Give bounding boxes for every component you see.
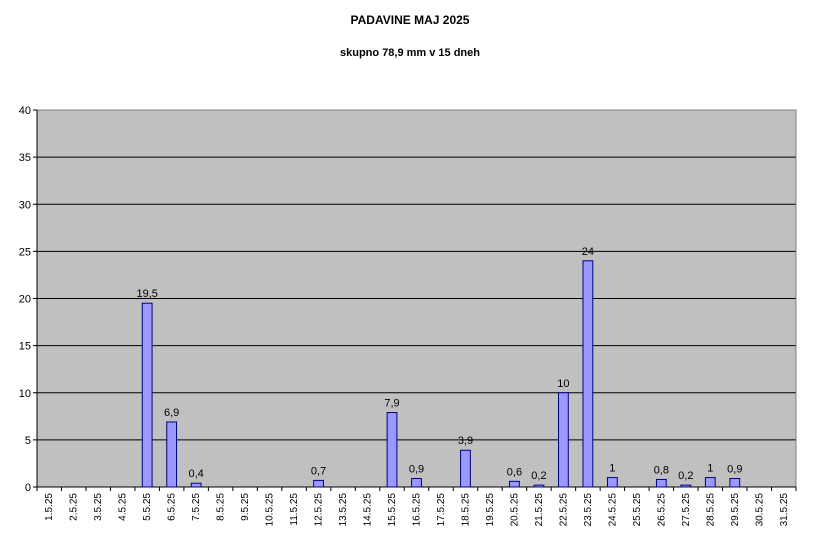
x-tick-label: 3.5.25 — [93, 493, 104, 521]
y-tick-label: 15 — [19, 341, 31, 353]
x-axis: 1.5.25 2.5.25 3.5.25 4.5.25 5.5.25 6.5.25 7.5.… — [36, 486, 797, 527]
x-tick-label: 28.5.25 — [705, 493, 716, 527]
bar — [386, 412, 398, 488]
x-tick-label: 2.5.25 — [69, 493, 80, 521]
x-tick-label: 31.5.25 — [779, 493, 790, 527]
data-label: 0,2 — [531, 470, 546, 482]
y-tick-label: 35 — [19, 152, 31, 164]
x-tick-label: 16.5.25 — [412, 493, 423, 527]
x-tick-label: 14.5.25 — [363, 493, 374, 527]
x-tick-label: 8.5.25 — [216, 493, 227, 521]
chart-subtitle: skupno 78,9 mm v 15 dneh — [340, 47, 480, 59]
x-tick-label: 27.5.25 — [681, 493, 692, 527]
y-tick-label: 25 — [19, 246, 31, 258]
y-tick-label: 0 — [25, 482, 31, 494]
x-tick-label: 29.5.25 — [730, 493, 741, 527]
x-tick-label: 6.5.25 — [167, 493, 178, 521]
data-label: 0,6 — [507, 466, 522, 478]
bars — [141, 260, 741, 488]
x-tick-label: 22.5.25 — [558, 493, 569, 527]
x-tick-label: 19.5.25 — [485, 493, 496, 527]
data-label: 10 — [557, 378, 569, 390]
data-label: 19,5 — [136, 288, 157, 300]
x-tick-label: 26.5.25 — [656, 493, 667, 527]
x-tick-label: 13.5.25 — [338, 493, 349, 527]
bar — [533, 484, 545, 488]
x-tick-label: 21.5.25 — [534, 493, 545, 527]
x-tick-label: 4.5.25 — [118, 493, 129, 521]
x-tick-label: 17.5.25 — [436, 493, 447, 527]
y-tick-label: 30 — [19, 199, 31, 211]
data-label: 24 — [582, 246, 594, 258]
bar — [509, 480, 520, 488]
bar — [558, 392, 569, 488]
data-label: 1 — [609, 463, 615, 475]
data-label: 0,9 — [727, 464, 742, 476]
bar — [313, 479, 324, 488]
x-tick-label: 9.5.25 — [240, 493, 251, 521]
x-tick-label: 7.5.25 — [191, 493, 202, 521]
x-tick-label: 15.5.25 — [387, 493, 398, 527]
bar — [729, 478, 741, 488]
data-labels: 19,5 6,9 0,4 0,7 7,9 0,9 3,9 0,6 0,2 10 24 1 0,8 0,2 1… — [136, 246, 742, 482]
bar — [460, 449, 471, 488]
bar — [166, 421, 178, 488]
data-label: 0,9 — [409, 464, 424, 476]
x-tick-label: 24.5.25 — [607, 493, 618, 527]
x-tick-label: 12.5.25 — [314, 493, 325, 527]
data-label: 0,8 — [654, 464, 669, 476]
x-tick-label: 1.5.25 — [44, 493, 55, 521]
chart-title: PADAVINE MAJ 2025 — [351, 13, 470, 27]
bar — [190, 482, 202, 488]
y-tick-label: 10 — [19, 388, 31, 400]
y-tick-label: 40 — [19, 105, 31, 117]
y-tick-label: 5 — [25, 435, 31, 447]
x-tick-label: 11.5.25 — [289, 493, 300, 526]
data-label: 7,9 — [384, 398, 399, 410]
x-tick-label: 5.5.25 — [142, 493, 153, 521]
data-label: 0,2 — [678, 470, 693, 482]
bar — [582, 260, 594, 488]
x-tick-label: 30.5.25 — [754, 493, 765, 527]
bar — [141, 302, 153, 488]
x-tick-label: 25.5.25 — [632, 493, 643, 527]
data-label: 3,9 — [458, 435, 473, 447]
data-label: 0,7 — [311, 465, 326, 477]
y-axis: 0 5 10 15 20 25 30 35 40 — [19, 105, 38, 494]
bar — [704, 477, 716, 488]
data-label: 0,4 — [188, 468, 203, 480]
x-tick-label: 20.5.25 — [509, 493, 520, 527]
bar — [680, 484, 692, 488]
bar — [655, 478, 667, 488]
x-tick-label: 18.5.25 — [460, 493, 471, 527]
x-tick-label: 23.5.25 — [583, 493, 594, 527]
bar — [411, 478, 422, 488]
bar — [606, 477, 618, 488]
y-tick-label: 20 — [19, 294, 31, 306]
data-label: 6,9 — [164, 407, 179, 419]
x-tick-label: 10.5.25 — [265, 493, 276, 527]
data-label: 1 — [707, 463, 713, 475]
